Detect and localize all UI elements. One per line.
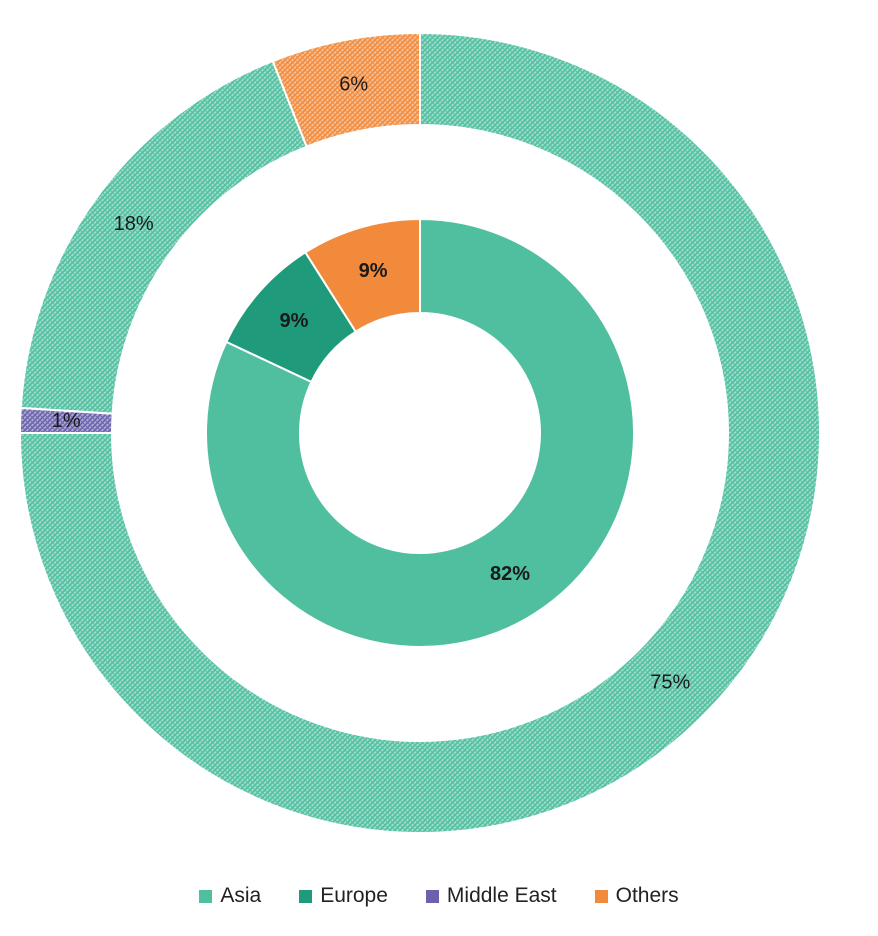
legend-swatch-asia <box>199 889 213 903</box>
legend-label-others: Others <box>615 884 679 907</box>
legend-label-europe: Europe <box>320 884 388 907</box>
inner-label-2: 9% <box>359 260 388 282</box>
nested-donut-chart: 75% 1% 18% 6% 82% 9% 9% <box>18 31 821 834</box>
legend: Asia Europe Middle East Others <box>0 876 878 916</box>
outer-label-3: 6% <box>339 74 368 96</box>
legend-item-europe: Europe <box>299 884 388 908</box>
legend-swatch-others <box>594 889 608 903</box>
inner-label-0: 82% <box>490 563 530 585</box>
outer-label-0: 75% <box>650 672 690 694</box>
legend-label-middle-east: Middle East <box>446 884 557 907</box>
outer-ring <box>18 31 821 834</box>
legend-item-asia: Asia <box>199 884 261 908</box>
outer-label-2: 18% <box>114 213 154 235</box>
legend-item-middle-east: Middle East <box>425 884 557 908</box>
outer-slice-others-3 <box>271 31 421 148</box>
outer-slice-asia-0 <box>18 31 821 834</box>
legend-label-asia: Asia <box>220 884 262 907</box>
inner-label-1: 9% <box>280 310 309 332</box>
inner-slice-others-2 <box>303 217 421 334</box>
inner-ring <box>205 217 635 648</box>
outer-label-1: 1% <box>52 410 81 432</box>
legend-item-others: Others <box>594 884 679 908</box>
slice-labels: 75% 1% 18% 6% 82% 9% 9% <box>52 74 691 694</box>
inner-slice-asia-0 <box>205 217 635 648</box>
legend-swatch-europe <box>299 889 313 903</box>
legend-swatch-middle-east <box>425 889 439 903</box>
